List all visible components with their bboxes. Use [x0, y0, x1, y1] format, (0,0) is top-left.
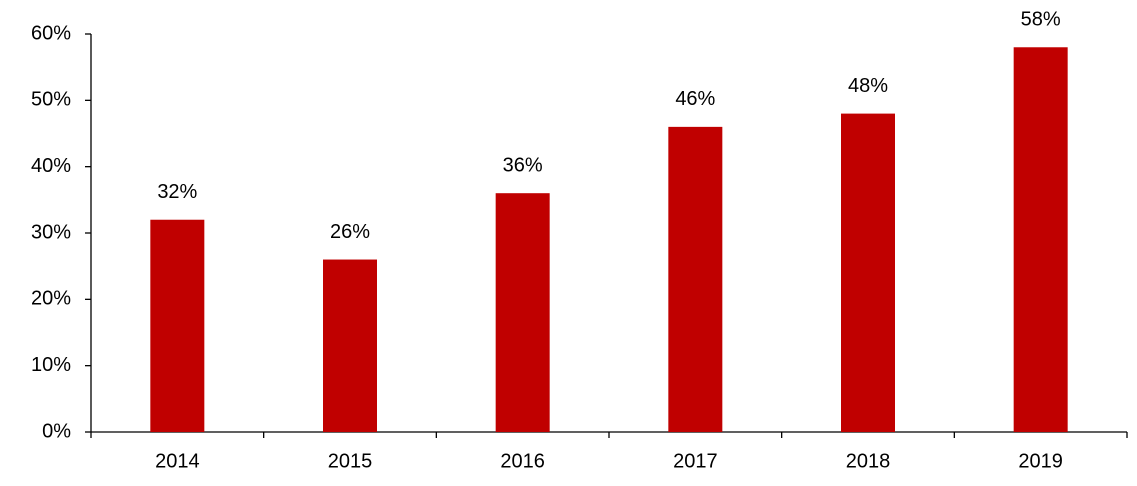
value-label: 48%	[848, 75, 888, 97]
bar	[1013, 47, 1068, 433]
x-tick-label: 2018	[846, 450, 891, 472]
x-tick-label: 2016	[500, 450, 545, 472]
bar	[668, 126, 723, 432]
y-tick-label: 50%	[31, 89, 71, 111]
y-tick-label: 20%	[31, 288, 71, 310]
y-tick-label: 30%	[31, 221, 71, 243]
value-label: 46%	[675, 88, 715, 110]
y-tick-label: 60%	[31, 22, 71, 44]
x-tick-label: 2015	[328, 450, 373, 472]
value-label: 26%	[330, 221, 370, 243]
x-tick-label: 2019	[1018, 450, 1063, 472]
y-tick-label: 40%	[31, 155, 71, 177]
bar	[841, 113, 895, 432]
x-tick-label: 2017	[673, 450, 718, 472]
y-tick-label: 0%	[42, 420, 71, 442]
value-label: 36%	[503, 154, 543, 176]
x-tick-label: 2014	[155, 450, 200, 472]
value-label: 32%	[157, 181, 197, 203]
bar	[495, 193, 550, 432]
bar	[323, 259, 377, 432]
y-tick-label: 10%	[31, 354, 71, 376]
value-label: 58%	[1021, 9, 1061, 31]
bar	[150, 219, 205, 432]
